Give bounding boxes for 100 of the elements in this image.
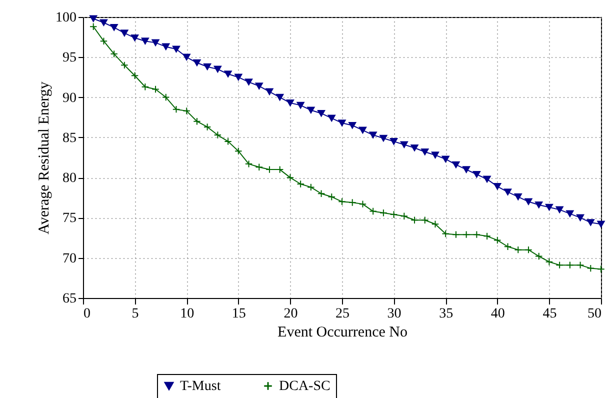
point	[224, 70, 232, 78]
point	[317, 110, 326, 117]
point	[224, 138, 232, 146]
point	[172, 105, 180, 114]
point	[307, 106, 315, 114]
point	[214, 131, 222, 139]
point	[597, 220, 605, 228]
point	[182, 54, 190, 61]
point	[472, 170, 481, 178]
point	[390, 210, 398, 218]
point	[369, 132, 377, 138]
point	[244, 78, 253, 86]
point	[452, 230, 460, 238]
x-tick-label: 10	[180, 306, 194, 322]
point	[296, 180, 304, 188]
point	[193, 118, 201, 126]
point	[358, 200, 367, 208]
point	[410, 144, 418, 152]
point	[472, 230, 481, 238]
y-tick-label: 80	[62, 171, 76, 186]
y-tick-label: 90	[62, 90, 76, 106]
point	[514, 193, 522, 200]
point	[244, 160, 253, 168]
point	[462, 166, 470, 173]
point	[494, 183, 502, 190]
point	[100, 37, 108, 45]
point	[483, 176, 491, 183]
y-tick-label: 95	[62, 50, 76, 66]
point	[193, 59, 201, 66]
point	[90, 22, 98, 30]
point	[317, 190, 326, 198]
x-tick-label: 40	[490, 306, 505, 322]
point	[358, 126, 367, 134]
point	[410, 216, 418, 224]
point	[534, 252, 543, 260]
point	[141, 38, 150, 44]
point	[576, 261, 584, 269]
x-tick-label: 15	[232, 306, 246, 322]
point	[400, 141, 408, 148]
point	[203, 123, 212, 131]
point	[162, 43, 170, 50]
point	[286, 174, 294, 182]
point	[514, 246, 522, 254]
point	[90, 15, 98, 22]
point	[545, 258, 554, 266]
point	[380, 134, 388, 142]
point	[338, 198, 346, 206]
point	[162, 93, 170, 102]
point	[286, 100, 294, 106]
point	[597, 265, 605, 273]
y-tick-label: 100	[56, 10, 76, 26]
point	[494, 236, 502, 244]
point	[130, 34, 139, 42]
point	[400, 212, 408, 220]
x-tick-label: 0	[84, 306, 90, 322]
point	[524, 246, 532, 254]
point	[545, 204, 554, 211]
point	[524, 198, 532, 206]
point	[276, 94, 284, 101]
y-tick-label: 75	[62, 211, 76, 226]
point	[576, 214, 584, 222]
point	[442, 230, 450, 238]
x-axis-title: Event Occurrence No	[278, 324, 408, 340]
point	[556, 261, 564, 269]
point	[172, 46, 180, 53]
point	[348, 198, 356, 206]
x-tick-label: 5	[132, 306, 139, 322]
point	[152, 85, 160, 94]
x-tick-label: 45	[542, 306, 557, 322]
point	[214, 66, 222, 73]
point	[369, 207, 377, 216]
point	[338, 120, 346, 126]
point	[586, 264, 594, 272]
point	[390, 138, 398, 145]
point	[534, 201, 543, 208]
point	[328, 114, 336, 122]
point	[203, 63, 212, 70]
point	[234, 147, 242, 155]
point	[421, 148, 429, 156]
x-tick-label: 30	[387, 306, 402, 322]
legend-label: T-Must	[180, 379, 221, 394]
point	[255, 163, 263, 171]
point	[307, 183, 315, 192]
x-tick-label: 35	[439, 306, 454, 322]
point	[296, 102, 304, 109]
point	[380, 209, 388, 217]
point	[566, 210, 574, 218]
point	[152, 39, 160, 46]
point	[182, 107, 190, 115]
point	[504, 242, 512, 250]
point	[566, 261, 574, 269]
point	[130, 72, 139, 80]
point	[110, 50, 118, 58]
point	[431, 152, 440, 158]
x-tick-label: 20	[284, 306, 298, 322]
point	[452, 161, 460, 168]
y-tick-label: 85	[62, 130, 76, 146]
point	[141, 82, 150, 91]
point	[462, 230, 470, 238]
y-axis-title: Average Residual Energy	[36, 81, 52, 234]
